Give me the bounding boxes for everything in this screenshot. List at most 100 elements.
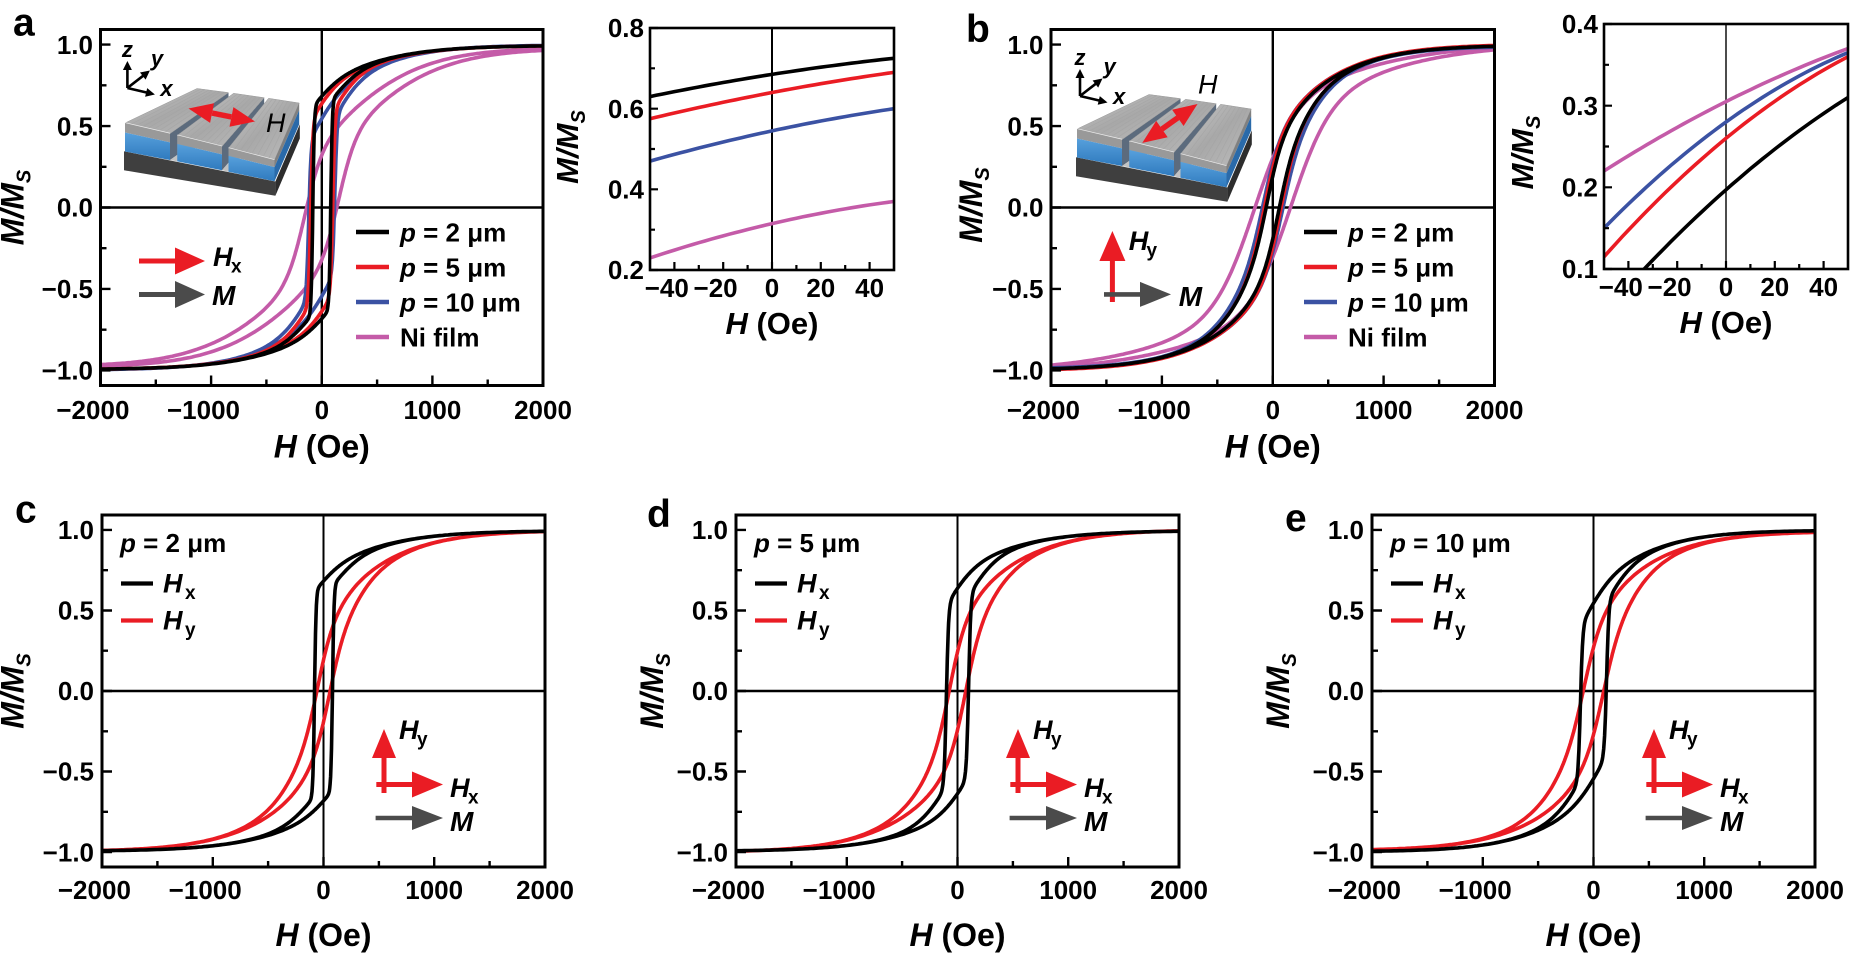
svg-text:0.5: 0.5 (57, 111, 93, 141)
svg-text:0: 0 (765, 273, 779, 303)
svg-text:0: 0 (950, 875, 964, 905)
svg-text:H: H (797, 569, 817, 599)
svg-text:−1.0: −1.0 (677, 837, 728, 867)
svg-text:0.0: 0.0 (1007, 193, 1043, 223)
svg-text:−2000: −2000 (692, 875, 765, 905)
svg-text:x: x (159, 76, 173, 101)
svg-text:0.4: 0.4 (1562, 9, 1599, 39)
svg-text:Ni film: Ni film (1348, 323, 1427, 353)
svg-text:z: z (1074, 45, 1086, 70)
svg-text:−1000: −1000 (803, 875, 876, 905)
svg-text:0.6: 0.6 (608, 94, 644, 124)
svg-text:y: y (150, 46, 165, 71)
svg-text:0.2: 0.2 (1562, 173, 1598, 203)
svg-text:−0.5: −0.5 (43, 757, 94, 787)
svg-text:1.0: 1.0 (1328, 515, 1364, 545)
svg-text:M/MS: M/MS (953, 167, 994, 243)
svg-text:H: H (1669, 715, 1689, 745)
svg-text:x: x (185, 583, 196, 604)
svg-text:H: H (797, 606, 817, 636)
svg-text:p = 10 μm: p = 10 μm (1389, 528, 1511, 558)
svg-text:0.2: 0.2 (608, 255, 644, 285)
svg-text:0: 0 (316, 875, 330, 905)
svg-text:y: y (819, 620, 830, 641)
svg-text:x: x (1102, 788, 1113, 809)
svg-text:0.3: 0.3 (1562, 91, 1598, 121)
svg-text:H (Oe): H (Oe) (1679, 305, 1772, 340)
svg-text:−1.0: −1.0 (42, 356, 93, 386)
svg-text:p = 5 μm: p = 5 μm (399, 253, 506, 283)
svg-text:0.0: 0.0 (1328, 676, 1364, 706)
svg-text:0.0: 0.0 (57, 193, 93, 223)
svg-text:H (Oe): H (Oe) (910, 917, 1006, 953)
svg-text:0.5: 0.5 (58, 596, 94, 626)
svg-text:1.0: 1.0 (57, 30, 93, 60)
svg-text:0: 0 (1719, 272, 1733, 302)
svg-text:H: H (1033, 715, 1053, 745)
svg-text:−1000: −1000 (169, 875, 242, 905)
svg-text:z: z (121, 37, 133, 62)
svg-text:Ni film: Ni film (400, 323, 479, 353)
svg-text:2000: 2000 (516, 875, 574, 905)
svg-text:M: M (212, 280, 236, 311)
svg-text:H: H (163, 569, 183, 599)
svg-text:M: M (1084, 806, 1108, 837)
svg-text:H: H (1129, 226, 1149, 256)
svg-text:c: c (15, 489, 37, 532)
svg-text:M/MS: M/MS (1505, 115, 1545, 189)
svg-text:M: M (450, 806, 474, 837)
svg-text:M: M (1720, 806, 1744, 837)
svg-text:2000: 2000 (1466, 395, 1524, 425)
svg-text:M/MS: M/MS (0, 653, 36, 729)
svg-text:1000: 1000 (403, 395, 461, 425)
svg-text:0.0: 0.0 (692, 676, 728, 706)
svg-text:−1.0: −1.0 (992, 356, 1043, 386)
svg-text:H: H (213, 242, 233, 272)
svg-text:−20: −20 (1648, 272, 1692, 302)
svg-text:−2000: −2000 (1328, 875, 1401, 905)
svg-text:p = 2 μm: p = 2 μm (399, 218, 506, 248)
svg-text:−0.5: −0.5 (42, 274, 93, 304)
svg-text:H: H (1433, 569, 1453, 599)
svg-text:−0.5: −0.5 (1313, 757, 1364, 787)
svg-text:1.0: 1.0 (692, 515, 728, 545)
svg-text:0: 0 (1266, 395, 1280, 425)
svg-text:M/MS: M/MS (550, 110, 590, 184)
svg-text:−20: −20 (694, 273, 738, 303)
svg-text:−40: −40 (1599, 272, 1643, 302)
svg-text:e: e (1285, 497, 1307, 540)
svg-text:y: y (1103, 54, 1118, 79)
svg-text:M/MS: M/MS (0, 169, 36, 245)
svg-text:d: d (647, 493, 671, 536)
svg-text:−0.5: −0.5 (992, 274, 1043, 304)
svg-text:H: H (1720, 773, 1740, 803)
svg-text:H (Oe): H (Oe) (1225, 429, 1321, 465)
svg-text:0.1: 0.1 (1562, 254, 1598, 284)
svg-text:2000: 2000 (514, 395, 572, 425)
svg-text:b: b (966, 8, 990, 51)
svg-text:40: 40 (855, 273, 884, 303)
svg-text:H (Oe): H (Oe) (274, 429, 370, 465)
svg-text:−0.5: −0.5 (677, 757, 728, 787)
svg-text:0.5: 0.5 (1328, 596, 1364, 626)
svg-text:x: x (1112, 84, 1126, 109)
svg-text:1000: 1000 (405, 875, 463, 905)
svg-text:H: H (1084, 773, 1104, 803)
svg-text:M/MS: M/MS (1260, 653, 1301, 729)
svg-text:H: H (1433, 606, 1453, 636)
svg-text:x: x (231, 257, 242, 278)
svg-text:0.0: 0.0 (58, 676, 94, 706)
svg-text:x: x (468, 788, 479, 809)
svg-text:x: x (819, 583, 830, 604)
svg-text:−1000: −1000 (1118, 395, 1191, 425)
svg-text:H: H (399, 715, 419, 745)
svg-text:−1000: −1000 (1439, 875, 1512, 905)
svg-text:H (Oe): H (Oe) (276, 917, 372, 953)
svg-text:a: a (13, 2, 35, 45)
svg-text:y: y (1687, 730, 1698, 751)
svg-text:0.5: 0.5 (692, 596, 728, 626)
svg-text:M: M (1179, 281, 1203, 312)
svg-text:0: 0 (315, 395, 329, 425)
svg-text:−2000: −2000 (56, 395, 129, 425)
svg-text:1.0: 1.0 (58, 515, 94, 545)
